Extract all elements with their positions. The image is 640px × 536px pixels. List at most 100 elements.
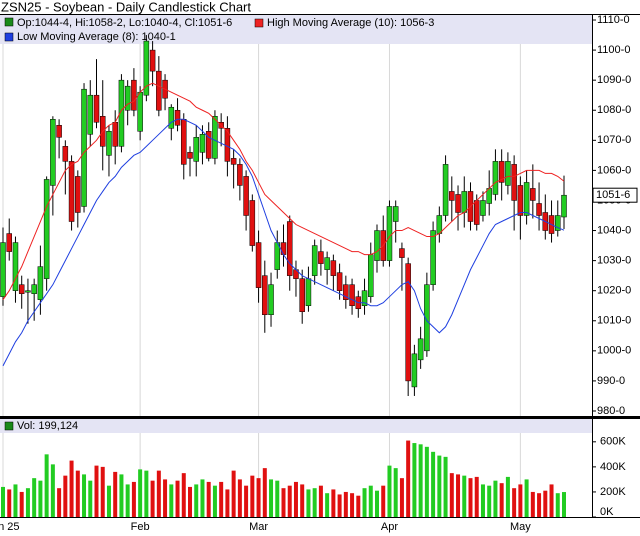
volume-bar [468, 478, 473, 517]
candle-body [505, 161, 511, 186]
candle-body [6, 233, 12, 252]
moving-average-line [2, 82, 565, 300]
volume-bar [325, 493, 330, 517]
candle-body [199, 134, 206, 153]
volume-bar [138, 469, 143, 517]
volume-bar [106, 485, 111, 517]
volume-bar [256, 478, 261, 517]
volume-bar [480, 484, 485, 517]
volume-bar [406, 440, 411, 517]
candle-body [0, 242, 6, 297]
volume-bar [231, 470, 236, 517]
candle-body [411, 353, 418, 388]
volume-bar [88, 480, 93, 517]
volume-bar [543, 490, 548, 517]
volume-bar [94, 465, 99, 517]
candle-body [280, 242, 287, 255]
legend-swatch [4, 17, 14, 27]
candle-body [237, 164, 243, 186]
y-tick-label: 1060-0 [597, 164, 631, 176]
volume-bar [57, 488, 62, 517]
y-tick-label: 1010-0 [597, 315, 631, 327]
candle-body [517, 185, 524, 216]
volume-bar [449, 473, 454, 517]
ohlc-legend: Op:1044-4, Hi:1058-2, Lo:1040-4, Cl:1051… [17, 17, 232, 29]
candle-body [374, 230, 380, 261]
candle-body [436, 215, 443, 234]
volume-bar [119, 474, 124, 517]
candle-body [311, 245, 318, 276]
volume-bar [493, 480, 498, 517]
volume-bar [32, 478, 37, 517]
volume-bar [431, 451, 436, 517]
volume-bar [200, 479, 205, 517]
volume-bar [375, 490, 379, 517]
volume-bar [350, 493, 355, 517]
candle-body [87, 94, 94, 135]
y-tick-label: 400K [600, 461, 626, 473]
x-tick-label: Apr [381, 521, 398, 533]
candle-body [62, 146, 69, 162]
volume-bar [368, 485, 373, 517]
volume-bar [524, 479, 529, 517]
candle-body [75, 176, 81, 213]
volume-bar [318, 485, 323, 517]
volume-bar [150, 480, 155, 517]
last-price-box [592, 187, 638, 203]
volume-bar [169, 484, 174, 517]
candle-body [343, 284, 349, 300]
volume-bar [293, 481, 298, 517]
candle-body [25, 290, 31, 293]
last-price-label: 1051-6 [596, 189, 630, 201]
candle-body [318, 251, 324, 264]
candle-body [492, 161, 499, 195]
candle-body [305, 278, 312, 306]
candle-body [268, 284, 274, 315]
volume-bar [562, 492, 566, 517]
candle-body [18, 284, 25, 294]
candle-body [68, 161, 75, 222]
y-tick-label: 1040-0 [597, 224, 631, 236]
candle-body [243, 176, 249, 216]
volume-bar [300, 484, 305, 517]
y-tick-label: 600K [600, 436, 626, 448]
volume-bar [362, 488, 367, 517]
volume-bar [38, 480, 43, 517]
volume-bar [50, 464, 55, 517]
volume-bar [181, 473, 186, 517]
candle-body [12, 242, 19, 291]
volume-bar [437, 455, 442, 517]
candle-body [480, 200, 486, 216]
volume-bar [212, 485, 217, 517]
candle-body [399, 248, 405, 258]
y-tick-label: 1000-0 [597, 345, 631, 357]
volume-bar [206, 481, 211, 517]
volume-bar [262, 468, 267, 517]
volume-bar [113, 471, 118, 517]
volume-bar [1, 486, 5, 517]
candle-body [255, 242, 262, 288]
legend-swatch [254, 18, 264, 28]
candle-body [181, 119, 187, 165]
volume-bar [131, 481, 136, 517]
candle-body [536, 203, 542, 216]
y-tick-label: 1110-0 [597, 14, 630, 26]
volume-bar [487, 485, 492, 517]
candle-body [286, 221, 293, 276]
candle-body [118, 79, 125, 147]
volume-bar [456, 474, 461, 517]
volume-bar [100, 466, 105, 517]
volume-bar [381, 485, 386, 517]
candle-body [149, 49, 156, 72]
volume-bar [387, 465, 392, 517]
volume-bar [44, 454, 49, 517]
candle-body [368, 254, 374, 297]
y-tick-label: 980-0 [597, 405, 625, 417]
candle-body [511, 164, 517, 201]
candle-body [112, 122, 118, 147]
volume-bar [250, 475, 255, 517]
candle-body [424, 284, 430, 352]
candle-body [392, 206, 399, 222]
volume-bar [505, 476, 510, 517]
